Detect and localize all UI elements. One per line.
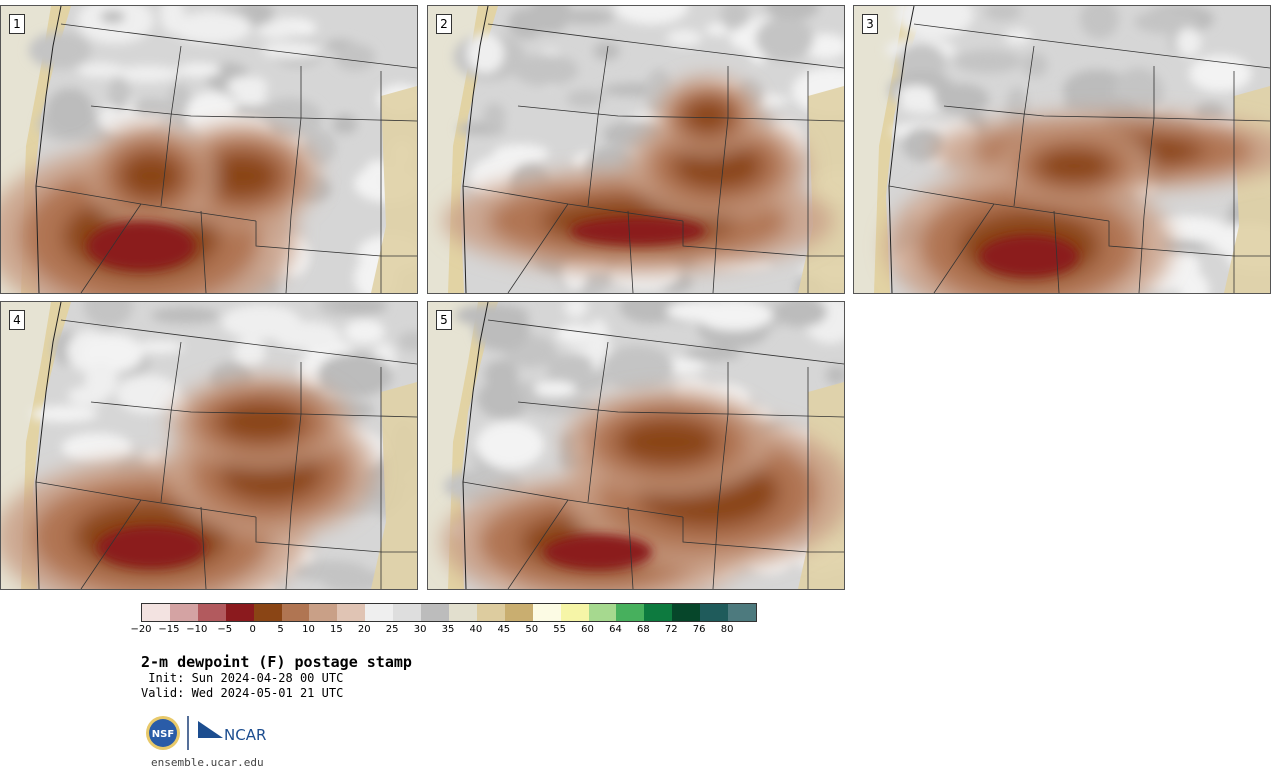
colorbar-swatch [421, 604, 449, 621]
svg-text:NCAR: NCAR [224, 726, 266, 744]
colorbar-ticks: −20 −15 −10 −5 0 5 10 15 20 25 30 35 40 45 50 55 60 64 68 7… [130, 624, 755, 638]
colorbar-swatch [337, 604, 366, 621]
map-panel-2: 2 [427, 5, 845, 294]
colorbar-swatch [476, 604, 505, 621]
map-panel-4: 4 [0, 301, 418, 590]
colorbar-tick-label: 40 [469, 624, 483, 635]
colorbar-tick-label: 55 [553, 624, 566, 635]
colorbar-swatch [142, 604, 170, 621]
init-time: Init: Sun 2024-04-28 00 UTC [141, 671, 344, 685]
panel-number-badge: 1 [9, 14, 25, 34]
colorbar-tick-label: 15 [329, 624, 343, 635]
map-panel-5: 5 [427, 301, 845, 590]
colorbar-tick-label: 20 [357, 624, 371, 635]
colorbar [141, 603, 757, 622]
colorbar-tick-label: 76 [692, 624, 706, 635]
map-4 [1, 302, 417, 589]
colorbar-tick-label: 72 [664, 624, 678, 635]
svg-text:NSF: NSF [152, 729, 174, 740]
colorbar-swatch [532, 604, 561, 621]
colorbar-tick-label: −10 [186, 624, 208, 635]
colorbar-swatch [281, 604, 310, 621]
chart-title: 2-m dewpoint (F) postage stamp [141, 653, 412, 671]
colorbar-tick-label: 60 [581, 624, 594, 635]
colorbar-swatch [253, 604, 282, 621]
map-1 [1, 6, 417, 293]
colorbar-tick-label: −5 [217, 624, 233, 635]
colorbar-tick-label: 35 [441, 624, 455, 635]
colorbar-swatch [504, 604, 533, 621]
colorbar-tick-label: −20 [130, 624, 152, 635]
colorbar-tick-label: 50 [525, 624, 539, 635]
colorbar-swatch [365, 604, 394, 621]
colorbar-tick-label: 68 [636, 624, 650, 635]
colorbar-swatch [169, 604, 198, 621]
site-url: ensemble.ucar.edu [151, 756, 264, 769]
colorbar-tick-label: 5 [277, 624, 284, 635]
colorbar-swatch [672, 604, 701, 621]
colorbar-swatch [225, 604, 254, 621]
map-panel-3: 3 [853, 5, 1271, 294]
panel-number-badge: 5 [436, 310, 452, 330]
ncar-logo: NCAR [198, 721, 266, 744]
colorbar-swatch [644, 604, 673, 621]
map-5 [428, 302, 844, 589]
panel-number-badge: 4 [9, 310, 25, 330]
map-2 [428, 6, 844, 293]
colorbar-tick-label: 10 [302, 624, 315, 635]
colorbar-swatch [560, 604, 589, 621]
colorbar-tick-label: 64 [609, 624, 622, 635]
logos: NSF NCAR [146, 716, 266, 750]
colorbar-tick-label: 0 [249, 624, 256, 635]
colorbar-swatch [728, 604, 756, 621]
colorbar-swatch [309, 604, 338, 621]
colorbar-tick-label: 30 [413, 624, 427, 635]
colorbar-swatch [588, 604, 617, 621]
colorbar-tick-label: 80 [720, 624, 734, 635]
colorbar-swatch [448, 604, 477, 621]
colorbar-tick-label: 25 [385, 624, 399, 635]
colorbar-tick-label: 45 [497, 624, 511, 635]
colorbar-swatch [700, 604, 729, 621]
colorbar-tick-label: −15 [158, 624, 180, 635]
map-3 [854, 6, 1270, 293]
panel-number-badge: 3 [862, 14, 878, 34]
panel-number-badge: 2 [436, 14, 452, 34]
map-panel-1: 1 [0, 5, 418, 294]
colorbar-swatch [616, 604, 645, 621]
colorbar-swatch [393, 604, 422, 621]
valid-time: Valid: Wed 2024-05-01 21 UTC [141, 686, 344, 700]
colorbar-swatch [197, 604, 226, 621]
nsf-logo: NSF [146, 716, 180, 750]
